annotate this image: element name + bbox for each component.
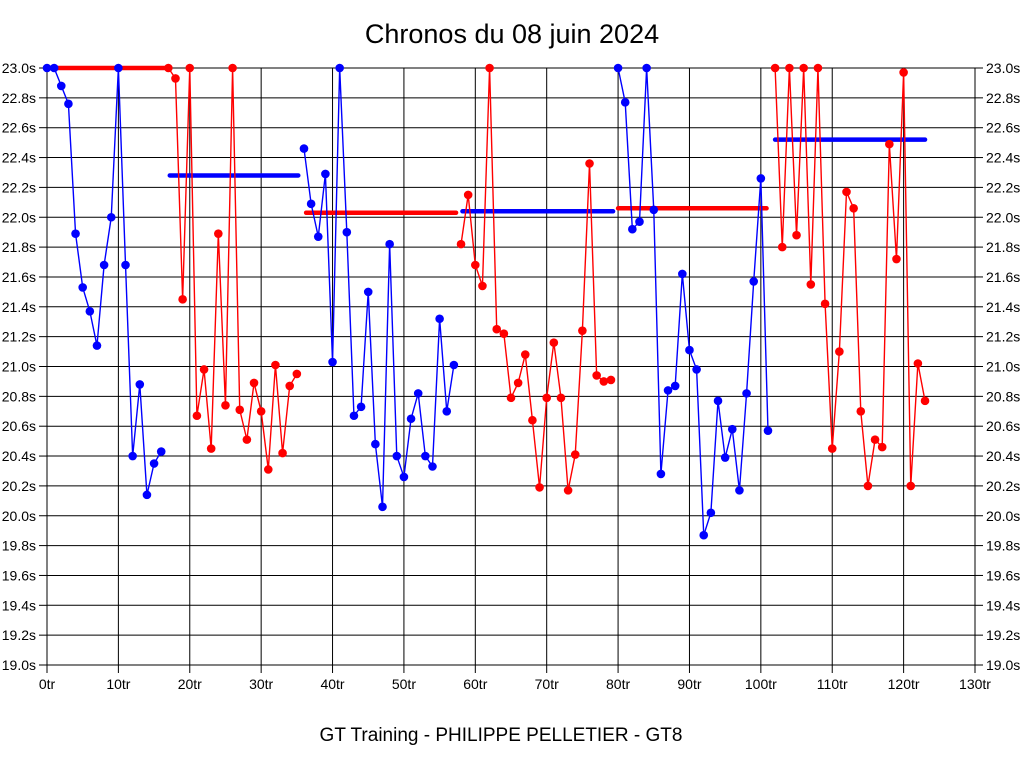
svg-text:19.8s: 19.8s [2,538,36,554]
svg-text:19.6s: 19.6s [2,567,36,583]
plot-area: 23.0s 23.0s 22.8s 22.8s 22.6s 22.6s 22.4s 22.4s… [2,60,1021,692]
svg-text:21.0s: 21.0s [2,359,36,375]
svg-text:30tr: 30tr [249,676,273,692]
svg-text:20.8s: 20.8s [2,388,36,404]
svg-text:19.4s: 19.4s [2,597,36,613]
svg-text:19.0s: 19.0s [986,657,1020,673]
svg-text:70tr: 70tr [535,676,559,692]
svg-text:23.0s: 23.0s [2,60,36,76]
svg-text:110tr: 110tr [817,676,848,692]
svg-text:23.0s: 23.0s [986,60,1020,76]
svg-text:22.0s: 22.0s [986,209,1020,225]
svg-text:19.0s: 19.0s [2,657,36,673]
chart-footer: GT Training - PHILIPPE PELLETIER - GT8 [320,725,683,746]
svg-text:21.4s: 21.4s [986,299,1020,315]
svg-text:21.8s: 21.8s [986,239,1020,255]
svg-text:22.8s: 22.8s [2,90,36,106]
svg-text:20.4s: 20.4s [2,448,36,464]
svg-text:20.0s: 20.0s [986,508,1020,524]
svg-text:22.8s: 22.8s [986,90,1020,106]
svg-text:21.6s: 21.6s [2,269,36,285]
axis-tick-labels: 23.0s 23.0s 22.8s 22.8s 22.6s 22.6s 22.4s 22.4s… [2,60,1021,692]
svg-text:20.6s: 20.6s [986,418,1020,434]
svg-text:22.0s: 22.0s [2,209,36,225]
svg-text:120tr: 120tr [888,676,920,692]
driver-blue-series [42,63,773,540]
svg-text:130tr: 130tr [959,676,991,692]
svg-text:50tr: 50tr [392,676,416,692]
svg-text:21.2s: 21.2s [986,329,1020,345]
svg-text:100tr: 100tr [745,676,777,692]
svg-text:20tr: 20tr [178,676,202,692]
svg-text:21.6s: 21.6s [986,269,1020,285]
svg-text:0tr: 0tr [39,676,56,692]
gridlines [39,67,983,673]
svg-text:60tr: 60tr [463,676,487,692]
svg-text:19.4s: 19.4s [986,597,1020,613]
svg-text:80tr: 80tr [606,676,630,692]
svg-text:40tr: 40tr [320,676,344,692]
svg-text:20.8s: 20.8s [986,388,1020,404]
svg-text:20.4s: 20.4s [986,448,1020,464]
svg-text:21.4s: 21.4s [2,299,36,315]
svg-text:19.6s: 19.6s [986,567,1020,583]
svg-text:22.2s: 22.2s [2,179,36,195]
svg-text:19.8s: 19.8s [986,538,1020,554]
svg-text:22.4s: 22.4s [2,150,36,166]
svg-text:21.8s: 21.8s [2,239,36,255]
svg-text:90tr: 90tr [677,676,701,692]
svg-text:20.0s: 20.0s [2,508,36,524]
driver-red-series [164,63,930,495]
svg-text:21.0s: 21.0s [986,359,1020,375]
svg-text:21.2s: 21.2s [2,329,36,345]
svg-text:22.4s: 22.4s [986,150,1020,166]
svg-text:22.2s: 22.2s [986,179,1020,195]
svg-text:10tr: 10tr [106,676,130,692]
svg-text:19.2s: 19.2s [986,627,1020,643]
svg-text:22.6s: 22.6s [2,120,36,136]
svg-text:19.2s: 19.2s [2,627,36,643]
svg-text:20.2s: 20.2s [2,478,36,494]
svg-text:20.6s: 20.6s [2,418,36,434]
svg-text:22.6s: 22.6s [986,120,1020,136]
chart-title: Chronos du 08 juin 2024 [365,19,659,49]
svg-text:20.2s: 20.2s [986,478,1020,494]
